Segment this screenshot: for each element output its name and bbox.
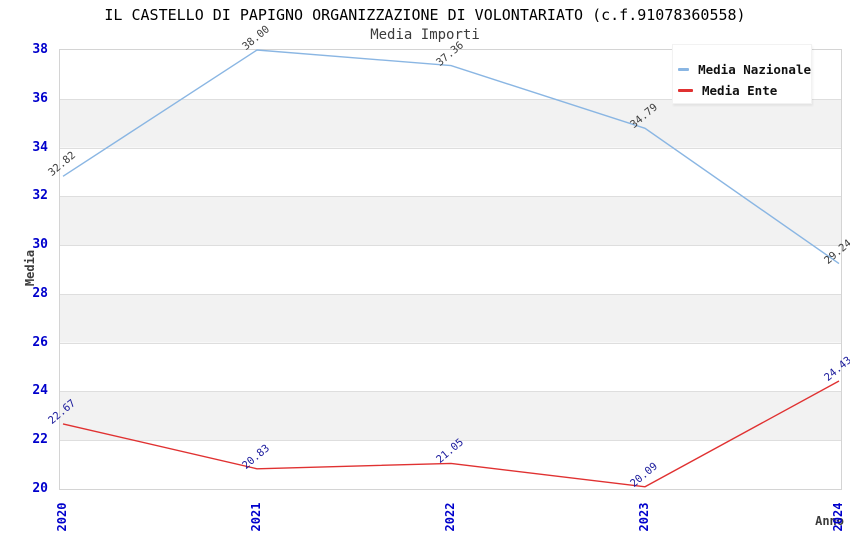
y-tick-label: 34 bbox=[32, 139, 48, 155]
gridline bbox=[60, 98, 841, 100]
chart-subtitle: Media Importi bbox=[370, 27, 480, 43]
series-line-media-nazionale bbox=[62, 49, 840, 265]
x-tick-label: 2024 bbox=[831, 502, 845, 532]
y-tick-label: 30 bbox=[32, 237, 48, 253]
gridline bbox=[60, 196, 841, 198]
legend-item-media-nazionale: Media Nazionale bbox=[678, 59, 811, 80]
red-line-swatch-icon bbox=[678, 89, 693, 92]
legend-label: Media Ente bbox=[702, 83, 778, 98]
y-tick-label: 22 bbox=[32, 432, 48, 448]
chart-title: IL CASTELLO DI PAPIGNO ORGANIZZAZIONE DI… bbox=[104, 6, 746, 24]
y-tick-label: 32 bbox=[32, 188, 48, 204]
plot-area bbox=[59, 49, 842, 490]
blue-line-swatch-icon bbox=[678, 68, 690, 71]
gridline bbox=[60, 342, 841, 344]
legend-label: Media Nazionale bbox=[698, 62, 811, 77]
x-tick-label: 2021 bbox=[249, 502, 263, 532]
y-tick-label: 24 bbox=[32, 383, 48, 399]
gridline bbox=[60, 391, 841, 393]
x-tick-label: 2023 bbox=[637, 502, 651, 532]
gridline bbox=[60, 245, 841, 247]
gridline bbox=[60, 147, 841, 149]
legend: Media Nazionale Media Ente bbox=[672, 44, 812, 104]
y-tick-label: 28 bbox=[32, 285, 48, 301]
gridline bbox=[60, 293, 841, 295]
y-tick-label: 38 bbox=[32, 42, 48, 57]
y-tick-label: 26 bbox=[32, 334, 48, 350]
x-tick-label: 2020 bbox=[55, 502, 69, 532]
x-tick-label: 2022 bbox=[443, 502, 457, 532]
legend-item-media-ente: Media Ente bbox=[678, 80, 811, 101]
x-axis-title: Anno bbox=[815, 514, 844, 528]
series-line-media-ente bbox=[62, 380, 840, 488]
gridline bbox=[60, 440, 841, 442]
y-tick-label: 20 bbox=[32, 481, 48, 496]
y-tick-label: 36 bbox=[32, 90, 48, 106]
y-axis-title: Media bbox=[23, 249, 37, 287]
